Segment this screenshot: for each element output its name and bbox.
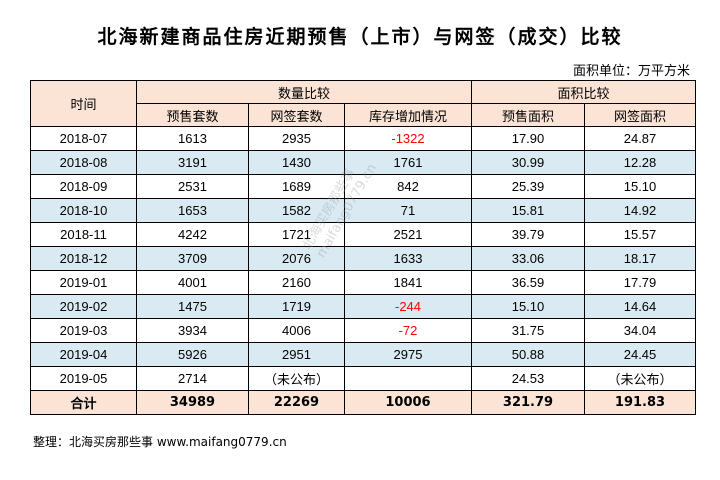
cell-signed-area: 34.04 [583, 318, 697, 343]
header-presale-units: 预售套数 [136, 103, 249, 127]
table-row: 2018-12 3709 2076 1633 33.06 18.17 [30, 246, 697, 271]
total-presale-units: 34989 [136, 390, 249, 415]
header-signed-area: 网签面积 [583, 103, 697, 127]
source-note: 整理：北海买房那些事 www.maifang0779.cn [33, 435, 287, 449]
cell-time: 2018-09 [30, 174, 137, 199]
cell-signed-area: 14.64 [583, 294, 697, 319]
cell-signed-units: 1689 [248, 174, 345, 199]
cell-time: 2019-05 [30, 366, 137, 391]
cell-presale-area: 24.53 [471, 366, 585, 391]
cell-presale-area: 39.79 [471, 222, 585, 247]
header-signed-units: 网签套数 [248, 103, 345, 127]
header-presale-area: 预售面积 [471, 103, 585, 127]
cell-presale-area: 15.81 [471, 198, 585, 223]
header-group-count: 数量比较 [136, 80, 472, 104]
cell-signed-area: 12.28 [583, 150, 697, 175]
comparison-table: 时间 数量比较 面积比较 预售套数 网签套数 库存增加情况 预售面积 网签面积 … [30, 80, 697, 415]
cell-time: 2018-08 [30, 150, 137, 175]
cell-presale-units: 1653 [136, 198, 249, 223]
cell-signed-area: 24.87 [583, 126, 697, 151]
cell-inventory-change: 2521 [344, 222, 472, 247]
cell-signed-units: 1430 [248, 150, 345, 175]
cell-signed-units: 1719 [248, 294, 345, 319]
cell-presale-area: 31.75 [471, 318, 585, 343]
cell-inventory-change: 842 [344, 174, 472, 199]
cell-presale-area: 15.10 [471, 294, 585, 319]
cell-presale-units: 3709 [136, 246, 249, 271]
cell-signed-area: 15.10 [583, 174, 697, 199]
cell-inventory-change: -1322 [344, 126, 472, 151]
cell-signed-area: 15.57 [583, 222, 697, 247]
cell-presale-units: 1475 [136, 294, 249, 319]
header-time: 时间 [30, 80, 137, 127]
table-row: 2019-05 2714 （未公布） 24.53 （未公布） [30, 366, 697, 391]
cell-signed-area: 24.45 [583, 342, 697, 367]
cell-signed-units: 2935 [248, 126, 345, 151]
cell-inventory-change: 1633 [344, 246, 472, 271]
cell-time: 2019-04 [30, 342, 137, 367]
table-row: 2018-11 4242 1721 2521 39.79 15.57 [30, 222, 697, 247]
cell-time: 2018-07 [30, 126, 137, 151]
table-body: 2018-07 1613 2935 -1322 17.90 24.87 2018-08 319… [30, 126, 697, 415]
cell-signed-units: 1721 [248, 222, 345, 247]
table-row: 2019-01 4001 2160 1841 36.59 17.79 [30, 270, 697, 295]
unit-note: 面积单位：万平方米 [572, 64, 690, 79]
table-row: 2018-10 1653 1582 71 15.81 14.92 [30, 198, 697, 223]
cell-inventory-change: 1761 [344, 150, 472, 175]
table-row: 2019-02 1475 1719 -244 15.10 14.64 [30, 294, 697, 319]
cell-inventory-change [344, 366, 472, 391]
cell-presale-units: 3934 [136, 318, 249, 343]
cell-presale-units: 3191 [136, 150, 249, 175]
total-signed-units: 22269 [248, 390, 345, 415]
cell-inventory-change: -72 [344, 318, 472, 343]
cell-time: 2018-12 [30, 246, 137, 271]
cell-presale-units: 4001 [136, 270, 249, 295]
cell-inventory-change: -244 [344, 294, 472, 319]
table-row: 2019-04 5926 2951 2975 50.88 24.45 [30, 342, 697, 367]
cell-signed-units: 1582 [248, 198, 345, 223]
cell-signed-area: （未公布） [583, 366, 697, 391]
cell-presale-area: 33.06 [471, 246, 585, 271]
cell-presale-units: 5926 [136, 342, 249, 367]
cell-inventory-change: 1841 [344, 270, 472, 295]
cell-signed-area: 14.92 [583, 198, 697, 223]
cell-signed-units: 2076 [248, 246, 345, 271]
cell-presale-area: 25.39 [471, 174, 585, 199]
table-row: 2018-09 2531 1689 842 25.39 15.10 [30, 174, 697, 199]
cell-time: 2018-11 [30, 222, 137, 247]
cell-presale-units: 2714 [136, 366, 249, 391]
table-row: 2018-08 3191 1430 1761 30.99 12.28 [30, 150, 697, 175]
cell-signed-units: 4006 [248, 318, 345, 343]
cell-presale-units: 4242 [136, 222, 249, 247]
cell-signed-units: 2160 [248, 270, 345, 295]
header-group-area: 面积比较 [470, 80, 697, 104]
cell-presale-area: 50.88 [471, 342, 585, 367]
total-row: 合计 34989 22269 10006 321.79 191.83 [30, 390, 697, 415]
cell-time: 2018-10 [30, 198, 137, 223]
cell-presale-units: 1613 [136, 126, 249, 151]
cell-signed-area: 18.17 [583, 246, 697, 271]
cell-presale-units: 2531 [136, 174, 249, 199]
cell-signed-units: 2951 [248, 342, 345, 367]
cell-presale-area: 36.59 [471, 270, 585, 295]
table-row: 2018-07 1613 2935 -1322 17.90 24.87 [30, 126, 697, 151]
total-inventory-change: 10006 [344, 390, 472, 415]
total-presale-area: 321.79 [471, 390, 585, 415]
cell-signed-area: 17.79 [583, 270, 697, 295]
cell-inventory-change: 2975 [344, 342, 472, 367]
total-label: 合计 [30, 390, 137, 415]
table-row: 2019-03 3934 4006 -72 31.75 34.04 [30, 318, 697, 343]
cell-inventory-change: 71 [344, 198, 472, 223]
page-title: 北海新建商品住房近期预售（上市）与网签（成交）比较 [97, 26, 623, 48]
cell-signed-units: （未公布） [248, 366, 345, 391]
header-inventory-change: 库存增加情况 [344, 103, 472, 127]
total-signed-area: 191.83 [583, 390, 697, 415]
cell-presale-area: 30.99 [471, 150, 585, 175]
cell-time: 2019-02 [30, 294, 137, 319]
cell-time: 2019-03 [30, 318, 137, 343]
cell-time: 2019-01 [30, 270, 137, 295]
cell-presale-area: 17.90 [471, 126, 585, 151]
